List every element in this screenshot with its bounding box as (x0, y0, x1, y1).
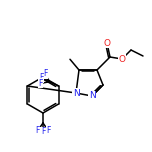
Text: F: F (36, 126, 40, 135)
Text: N: N (89, 92, 95, 100)
Text: O: O (104, 38, 111, 47)
Text: F: F (38, 79, 43, 88)
Text: F: F (41, 128, 45, 136)
Text: F: F (43, 69, 47, 78)
Text: F: F (46, 126, 50, 135)
Text: N: N (73, 88, 79, 97)
Text: O: O (119, 55, 126, 64)
Text: F: F (39, 73, 44, 83)
